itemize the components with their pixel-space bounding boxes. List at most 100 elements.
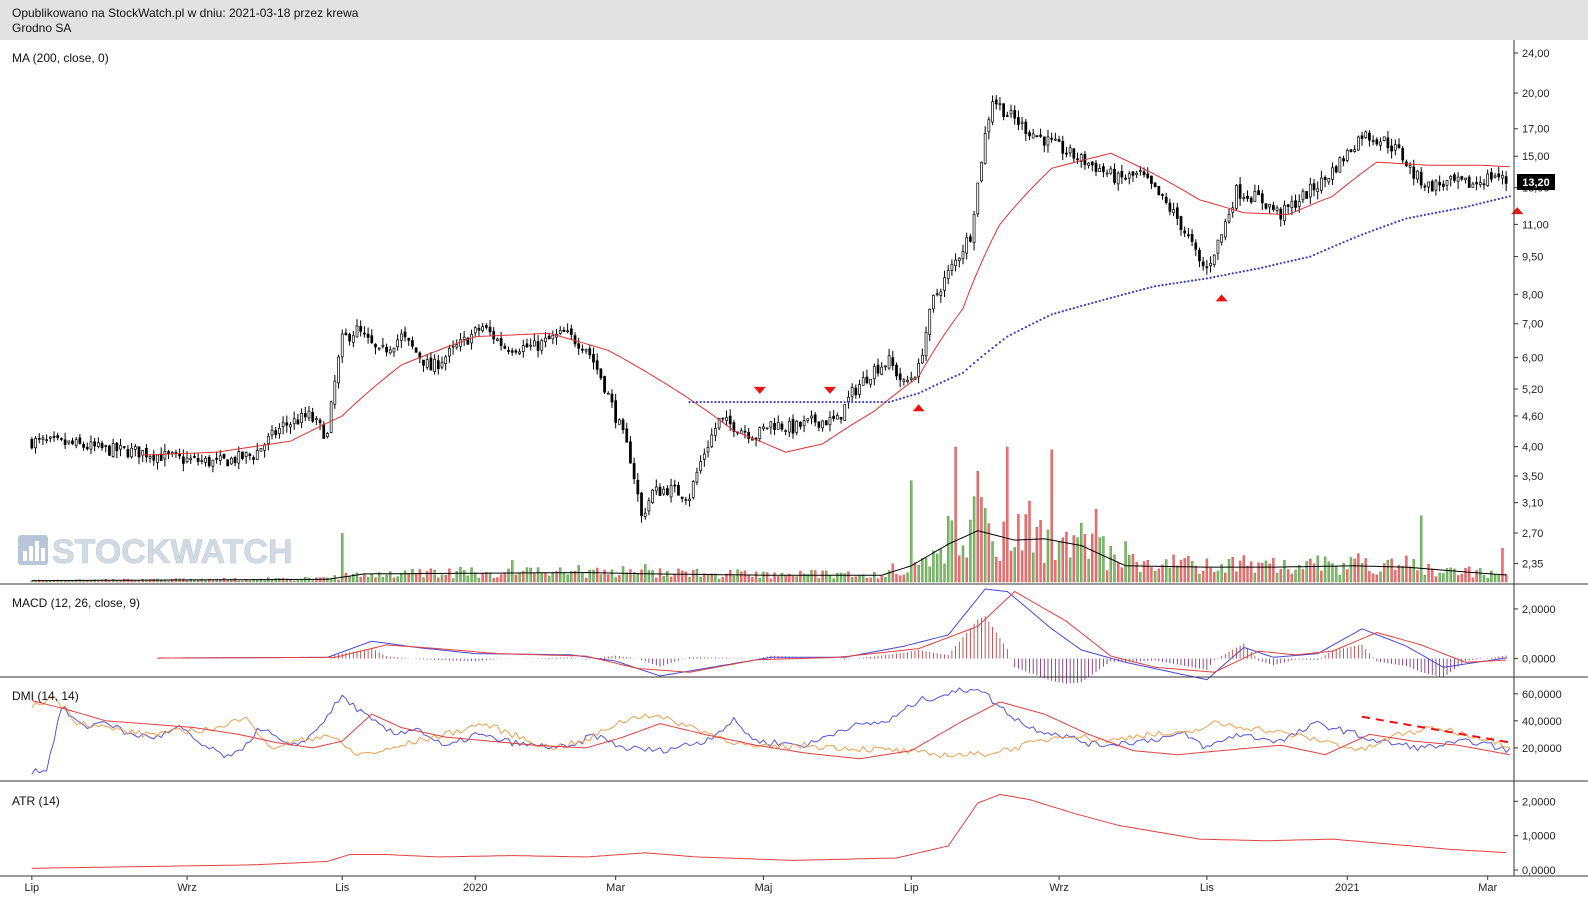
last-price-text: 13,20 xyxy=(1522,177,1550,189)
candle-body xyxy=(547,335,551,340)
ma200-dot xyxy=(1331,245,1334,248)
ma200-dot xyxy=(1301,257,1305,260)
candle-body xyxy=(1238,184,1242,199)
candle-body xyxy=(939,291,943,296)
ma200-dot xyxy=(1394,221,1397,224)
x-tick-label: Mar xyxy=(1478,882,1497,894)
candle-body xyxy=(810,415,813,419)
ma200-dot xyxy=(836,400,839,404)
volume-bar xyxy=(743,570,747,583)
volume-bar xyxy=(658,568,662,583)
volume-bar xyxy=(1013,547,1016,583)
chart-header: Opublikowano na StockWatch.pl w dniu: 20… xyxy=(0,0,1588,40)
candle-body xyxy=(824,420,828,426)
candle-body xyxy=(241,451,244,459)
volume-bar xyxy=(551,572,555,583)
ma200-dot xyxy=(1091,301,1094,305)
candle-body xyxy=(181,456,185,464)
candle-body xyxy=(558,330,562,334)
candle-body xyxy=(765,427,769,430)
ma200-dot xyxy=(1069,308,1072,311)
candle-body xyxy=(1397,144,1401,148)
volume-bar xyxy=(932,550,935,583)
candle-body xyxy=(30,439,34,449)
ma200-dot xyxy=(706,400,710,404)
volume-bar xyxy=(1442,573,1445,583)
ma200-dot xyxy=(1309,255,1312,258)
candle-body xyxy=(96,442,100,447)
price-y-tick-label: 8,00 xyxy=(1522,289,1543,301)
volume-bar xyxy=(570,571,573,583)
candle-body xyxy=(1157,185,1161,196)
candle-body xyxy=(1349,149,1353,153)
volume-bar xyxy=(1383,563,1386,583)
candle-body xyxy=(252,457,255,460)
volume-bar xyxy=(895,573,898,583)
volume-bar xyxy=(562,572,566,583)
candle-body xyxy=(1260,193,1264,204)
volume-bar xyxy=(1342,562,1345,583)
ma200-dot xyxy=(780,400,784,404)
volume-bar xyxy=(880,575,883,583)
volume-bar xyxy=(522,571,525,583)
candle-body xyxy=(1308,183,1312,198)
volume-bar xyxy=(943,563,946,583)
ma200-dot xyxy=(1338,242,1341,245)
volume-bar xyxy=(995,556,998,583)
volume-bar xyxy=(1153,570,1157,583)
candle-body xyxy=(1441,183,1445,187)
candle-body xyxy=(1331,167,1334,180)
macd-line xyxy=(157,588,1507,681)
ma200-dot xyxy=(828,400,832,404)
volume-bar xyxy=(389,571,392,583)
candle-body xyxy=(1449,176,1453,180)
candle-body xyxy=(621,419,625,430)
volume-bar xyxy=(777,576,780,583)
candle-body xyxy=(728,415,732,425)
candle-body xyxy=(1356,136,1360,151)
candle-body xyxy=(673,484,677,487)
candle-body xyxy=(1179,216,1183,230)
candle-body xyxy=(861,377,865,386)
price-y-tick-label: 15,00 xyxy=(1522,151,1550,163)
volume-bar xyxy=(1301,569,1305,583)
candle-body xyxy=(433,358,436,372)
volume-bar xyxy=(1035,526,1039,583)
candle-body xyxy=(1371,140,1375,142)
candle-body xyxy=(935,293,939,296)
ma200-dot xyxy=(865,400,869,404)
ma200-dot xyxy=(803,400,806,404)
volume-bar xyxy=(448,568,451,583)
candle-body xyxy=(625,428,629,443)
candle-body xyxy=(725,417,728,422)
candle-body xyxy=(1135,172,1139,176)
ma200-dot xyxy=(1427,213,1430,216)
candle-body xyxy=(230,457,233,465)
ma200-dot xyxy=(1283,261,1286,264)
volume-bar xyxy=(677,568,680,583)
ma200-dot xyxy=(939,381,942,384)
volume-bar xyxy=(1135,561,1138,583)
volume-bar xyxy=(510,560,514,583)
candle-body xyxy=(536,341,540,351)
volume-bar xyxy=(1364,558,1367,583)
ma200-dot xyxy=(1486,200,1489,203)
volume-bar xyxy=(983,508,987,583)
ma200-dot xyxy=(1187,280,1190,283)
ma200-dot xyxy=(947,378,950,381)
candle-body xyxy=(1079,154,1083,162)
candle-body xyxy=(1109,168,1113,174)
volume-bar xyxy=(836,572,839,583)
volume-bar xyxy=(980,497,983,583)
ma200-dot xyxy=(1460,206,1463,209)
candle-body xyxy=(1216,239,1220,254)
candle-body xyxy=(1419,171,1423,186)
volume-bar xyxy=(917,565,920,583)
volume-bar xyxy=(270,579,274,583)
volume-bar xyxy=(1475,570,1478,583)
candle-body xyxy=(1471,183,1475,188)
volume-bar xyxy=(285,578,289,583)
candle-body xyxy=(1345,150,1349,161)
candle-body xyxy=(259,448,263,452)
